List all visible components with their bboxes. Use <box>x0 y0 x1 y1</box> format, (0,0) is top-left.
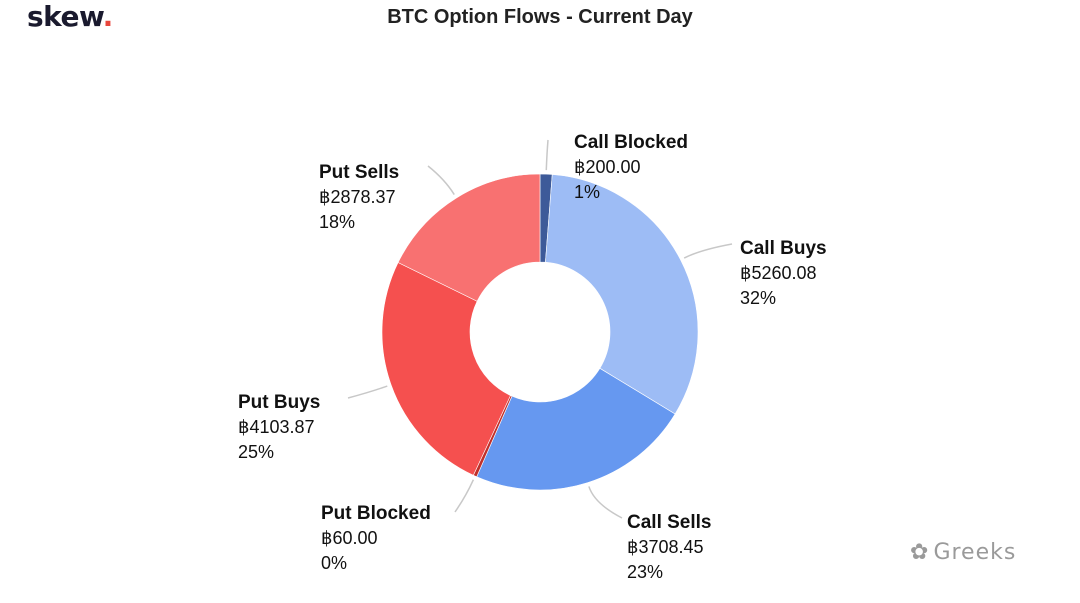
label-name-put-buys: Put Buys <box>238 392 320 413</box>
label-percent-call-blocked: 1% <box>574 182 600 202</box>
label-value-call-blocked: ฿200.00 <box>574 157 641 177</box>
labels-group: Call Blocked ฿200.00 1% Call Buys ฿5260.08 32… <box>238 132 827 582</box>
label-name-call-buys: Call Buys <box>740 238 827 259</box>
slice-put-sells[interactable] <box>397 173 541 302</box>
leader-line-call-buys <box>683 243 733 259</box>
label-value-put-sells: ฿2878.37 <box>319 187 396 207</box>
label-name-call-sells: Call Sells <box>627 512 712 533</box>
watermark-text: Greeks <box>933 540 1017 565</box>
data-label-put-blocked: Put Blocked ฿60.00 0% <box>321 503 431 573</box>
label-value-call-sells: ฿3708.45 <box>627 537 704 557</box>
leader-line-put-buys <box>347 385 388 399</box>
leader-line-put-blocked <box>454 479 475 513</box>
chart-title: BTC Option Flows - Current Day <box>387 6 693 28</box>
label-name-put-sells: Put Sells <box>319 162 399 183</box>
label-percent-put-sells: 18% <box>319 212 355 232</box>
label-value-put-buys: ฿4103.87 <box>238 417 315 437</box>
label-percent-put-buys: 25% <box>238 442 274 462</box>
slice-call-sells[interactable] <box>476 367 676 491</box>
watermark: ✿ Greeks <box>910 540 1016 565</box>
label-percent-call-sells: 23% <box>627 562 663 582</box>
slice-call-buys[interactable] <box>545 174 699 415</box>
leader-line-call-blocked <box>545 139 549 171</box>
data-label-call-buys: Call Buys ฿5260.08 32% <box>740 238 827 308</box>
wechat-icon: ✿ <box>910 540 930 565</box>
slices-group <box>381 173 699 491</box>
label-name-call-blocked: Call Blocked <box>574 132 688 153</box>
data-label-put-buys: Put Buys ฿4103.87 25% <box>238 392 320 462</box>
data-label-put-sells: Put Sells ฿2878.37 18% <box>319 162 399 232</box>
leader-line-call-sells <box>588 486 623 519</box>
leader-lines-group <box>347 139 733 519</box>
label-percent-call-buys: 32% <box>740 288 776 308</box>
label-value-call-buys: ฿5260.08 <box>740 263 817 283</box>
slice-put-buys[interactable] <box>381 262 511 476</box>
label-name-put-blocked: Put Blocked <box>321 503 431 524</box>
data-label-call-sells: Call Sells ฿3708.45 23% <box>627 512 712 582</box>
label-percent-put-blocked: 0% <box>321 553 347 573</box>
data-label-call-blocked: Call Blocked ฿200.00 1% <box>574 132 688 202</box>
skew-logo: skew. <box>27 0 113 33</box>
leader-line-put-sells <box>427 165 455 195</box>
label-value-put-blocked: ฿60.00 <box>321 528 378 548</box>
